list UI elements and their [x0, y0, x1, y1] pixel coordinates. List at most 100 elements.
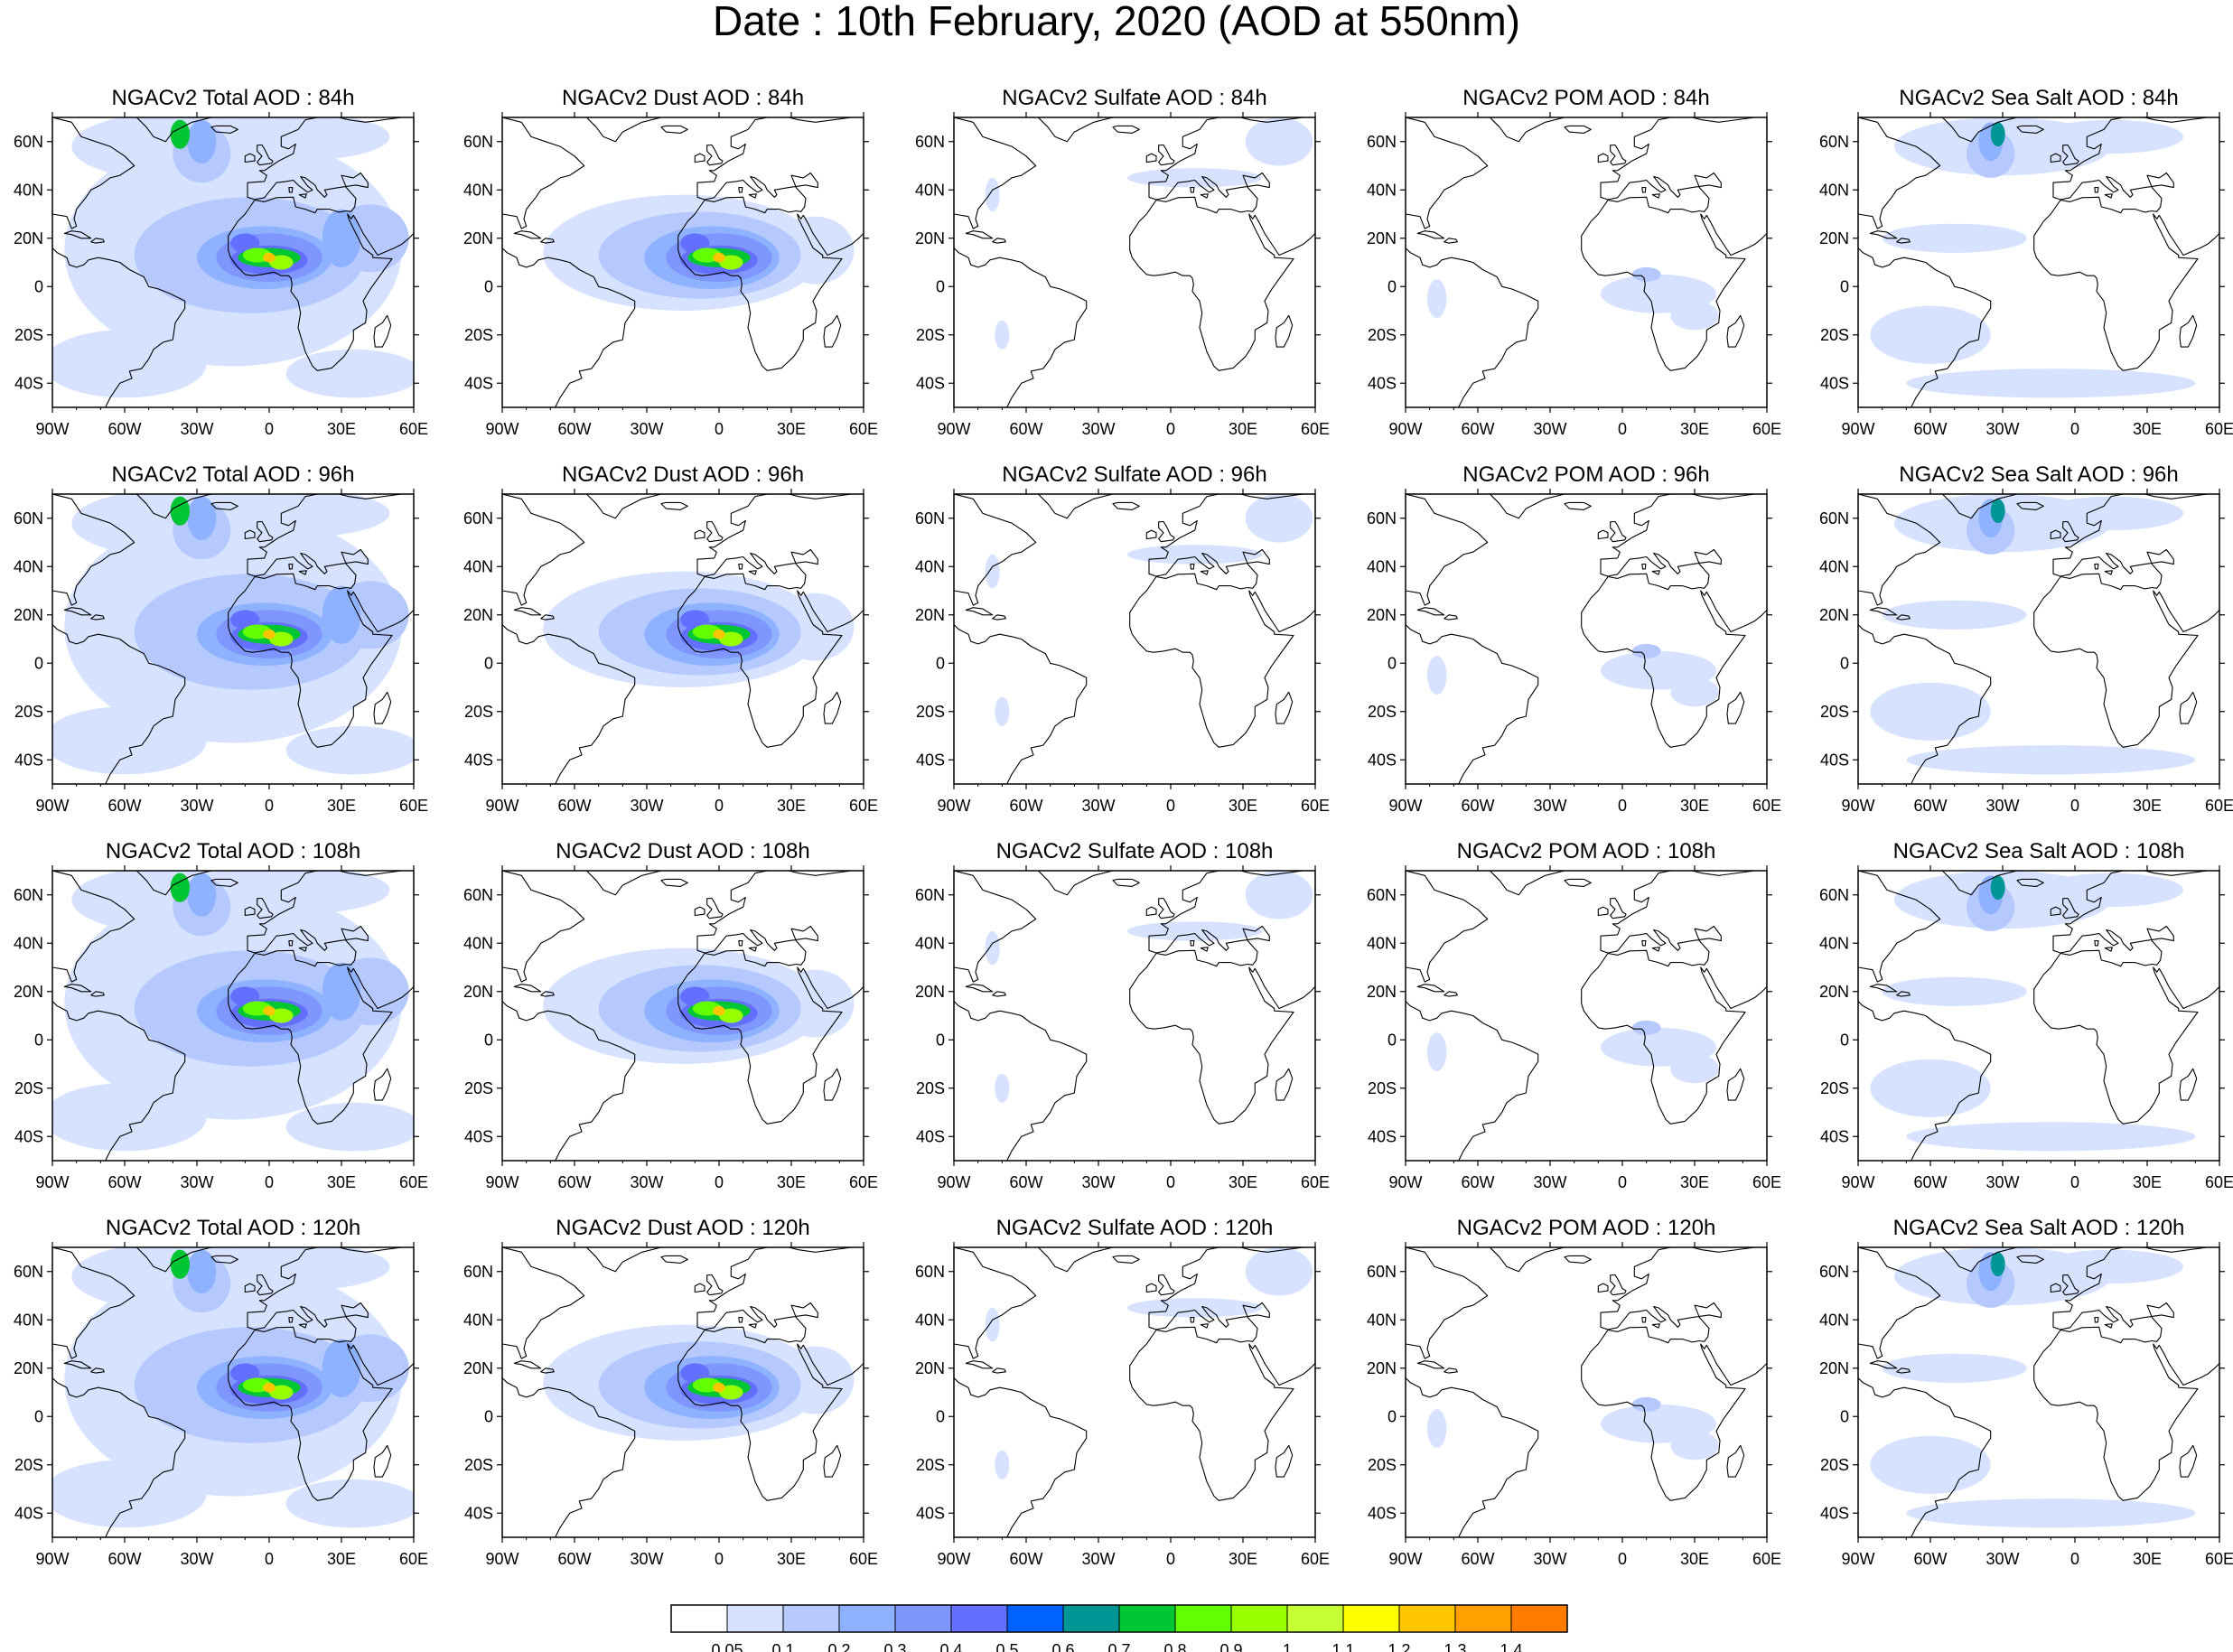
coastline: [2016, 878, 2044, 887]
y-tick-label: 40S: [1368, 1127, 1397, 1145]
aod-contour: [713, 629, 725, 639]
y-tick-label: 60N: [1367, 1263, 1397, 1281]
y-tick-label: 40S: [1820, 374, 1849, 392]
coastline: [738, 1317, 743, 1323]
x-tick-label: 60E: [849, 1173, 878, 1191]
map-background: [954, 871, 1315, 1161]
panel-title: NGACv2 Sea Salt AOD : 108h: [1893, 839, 2185, 863]
aod-contour: [197, 117, 390, 162]
coastline: [1651, 1323, 1660, 1329]
x-tick-label: 90W: [937, 1173, 970, 1191]
aod-contour: [1882, 223, 2027, 253]
coastline: [373, 314, 392, 348]
x-tick-label: 60E: [1752, 1173, 1781, 1191]
coastline: [677, 871, 864, 1125]
aod-contour: [985, 1307, 1000, 1342]
y-tick-label: 40S: [1820, 1504, 1849, 1522]
aod-contour: [170, 496, 190, 526]
coastline: [1564, 878, 1592, 887]
x-tick-label: 60W: [1461, 1550, 1494, 1568]
coastline: [1564, 1255, 1592, 1264]
x-tick-label: 60W: [107, 797, 141, 815]
y-tick-label: 40N: [463, 934, 493, 952]
coastline: [90, 991, 105, 997]
x-tick-label: 30E: [777, 1550, 806, 1568]
aod-contour: [719, 1008, 743, 1023]
panel-title: NGACv2 Sea Salt AOD : 96h: [1899, 462, 2178, 487]
y-tick-label: 60N: [1819, 509, 1849, 527]
y-tick-label: 60N: [14, 1263, 43, 1281]
map-panel: NGACv2 Sea Salt AOD : 96h 90W 60W 30W 0 30E 60…: [1819, 462, 2233, 815]
aod-contour: [2039, 496, 2183, 531]
coastline: [1445, 117, 1565, 143]
aod-contour: [285, 349, 414, 398]
y-tick-label: 40N: [915, 181, 945, 199]
colorbar-swatch: [1062, 1604, 1120, 1633]
y-tick-label: 40S: [1820, 751, 1849, 769]
coastline: [542, 494, 662, 519]
x-tick-label: 60W: [107, 1173, 141, 1191]
coastline: [1726, 1068, 1745, 1101]
colorbar-swatch: [894, 1604, 952, 1633]
coastline: [992, 614, 1006, 621]
x-tick-label: 0: [1618, 420, 1627, 438]
aod-contour: [713, 252, 725, 263]
coastline: [694, 906, 705, 917]
coastline: [542, 871, 662, 896]
coastline: [1158, 1274, 1175, 1296]
coastline: [1200, 193, 1209, 199]
coastline: [954, 1247, 1088, 1537]
x-tick-label: 0: [715, 797, 724, 815]
coastline: [373, 1444, 392, 1478]
y-tick-label: 20S: [916, 703, 945, 721]
coastline: [954, 871, 1088, 1161]
x-tick-label: 0: [265, 1550, 274, 1568]
aod-contour: [263, 1382, 276, 1393]
coastline: [2104, 570, 2113, 575]
coastline: [63, 607, 92, 616]
coastline: [244, 153, 256, 163]
map-panel: NGACv2 Dust AOD : 96h 90W 60W 30W 0 30E 60E 60N…: [463, 462, 878, 815]
y-tick-label: 40N: [915, 1311, 945, 1329]
coastline: [373, 691, 392, 724]
y-tick-label: 40N: [14, 934, 43, 952]
colorbar-swatch: [1118, 1604, 1176, 1633]
coastline: [1406, 494, 1539, 784]
colorbar-swatch: [1006, 1604, 1064, 1633]
coastline: [1190, 187, 1195, 193]
x-tick-label: 30E: [327, 797, 356, 815]
y-tick-label: 20N: [1367, 606, 1397, 624]
aod-contour: [1990, 122, 2005, 147]
coastline: [1597, 529, 1609, 540]
coastline: [1275, 1068, 1294, 1101]
coastline: [2050, 153, 2061, 163]
x-tick-label: 90W: [1388, 420, 1422, 438]
y-tick-label: 60N: [1819, 133, 1849, 151]
coastline: [298, 1323, 307, 1329]
aod-contour: [719, 255, 743, 270]
x-tick-label: 60E: [849, 797, 878, 815]
map-frame: [953, 117, 1316, 408]
y-tick-label: 20N: [463, 1359, 493, 1377]
coastline: [257, 1274, 274, 1296]
coastline: [257, 897, 274, 919]
map-background: [1406, 1247, 1767, 1537]
x-tick-label: 0: [1618, 1550, 1627, 1568]
coastline: [1858, 1247, 1992, 1537]
aod-contour: [187, 119, 217, 163]
coastline: [513, 984, 542, 993]
colorbar-label: 0.1: [771, 1641, 794, 1652]
map-panel: NGACv2 Total AOD : 108h 90W 60W 30W 0 30E 60E 6…: [14, 839, 428, 1191]
map-background: [954, 1247, 1315, 1537]
x-tick-label: 30W: [630, 420, 663, 438]
y-tick-label: 0: [34, 654, 43, 672]
x-tick-label: 60E: [2205, 797, 2233, 815]
y-tick-label: 60N: [463, 133, 493, 151]
coastline: [694, 529, 705, 540]
aod-contour: [1427, 1032, 1447, 1071]
x-tick-label: 60E: [849, 420, 878, 438]
aod-contour: [197, 1247, 390, 1292]
map-panel: NGACv2 Sulfate AOD : 84h 90W 60W 30W 0 30E 60E…: [915, 86, 1330, 438]
coastline: [992, 991, 1006, 997]
aod-contour: [1906, 1498, 2196, 1528]
